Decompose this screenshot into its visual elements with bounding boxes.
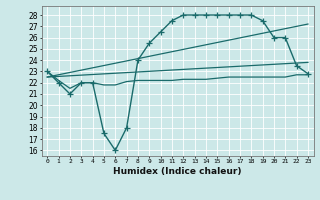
X-axis label: Humidex (Indice chaleur): Humidex (Indice chaleur) (113, 167, 242, 176)
